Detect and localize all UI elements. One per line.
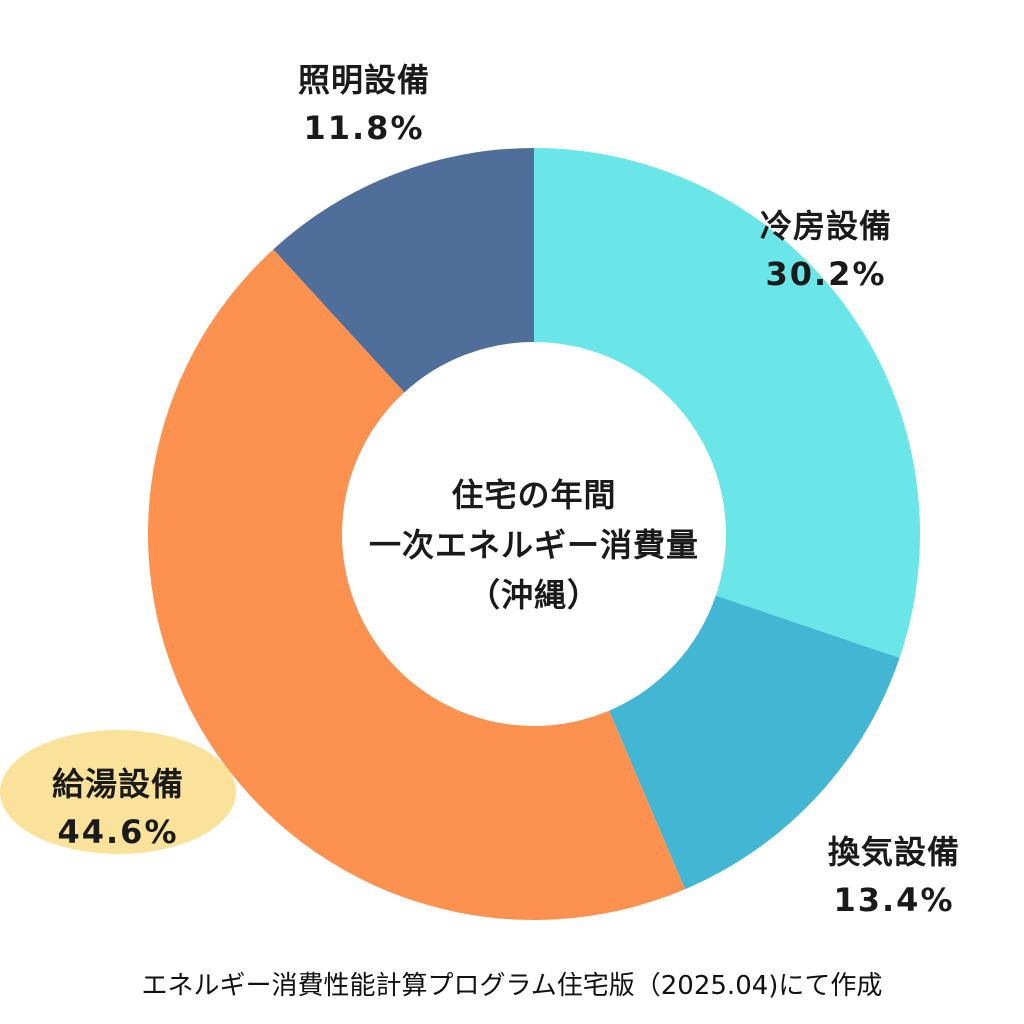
slice-label-cooling-value: 30.2% (765, 255, 887, 293)
chart-title-line-1: 住宅の年間 (451, 476, 617, 514)
slice-ventilation (609, 595, 900, 890)
slice-label-hot-water-value: 44.6% (57, 813, 179, 851)
highlight-blob (0, 730, 236, 854)
slice-lighting (273, 148, 534, 393)
slice-label-ventilation-value: 13.4% (833, 881, 955, 919)
slice-cooling (534, 148, 920, 658)
slice-label-hot-water-name: 給湯設備 (51, 765, 184, 803)
slice-label-hot-water: 給湯設備 44.6% (18, 760, 218, 856)
slice-label-lighting: 照明設備 11.8% (264, 56, 464, 152)
slice-label-ventilation: 換気設備 13.4% (794, 828, 994, 924)
chart-title: 住宅の年間 一次エネルギー消費量 （沖縄） (342, 470, 726, 620)
source-footnote: エネルギー消費性能計算プログラム住宅版（2025.04)にて作成 (141, 971, 883, 1001)
slice-label-cooling: 冷房設備 30.2% (726, 202, 926, 298)
slice-label-cooling-name: 冷房設備 (759, 207, 892, 245)
slice-hot-water (148, 249, 686, 920)
slice-label-ventilation-name: 換気設備 (827, 833, 960, 871)
slice-label-lighting-value: 11.8% (303, 109, 425, 147)
chart-title-line-3: （沖縄） (467, 576, 600, 614)
chart-title-line-2: 一次エネルギー消費量 (368, 526, 699, 564)
slice-label-lighting-name: 照明設備 (297, 61, 430, 99)
